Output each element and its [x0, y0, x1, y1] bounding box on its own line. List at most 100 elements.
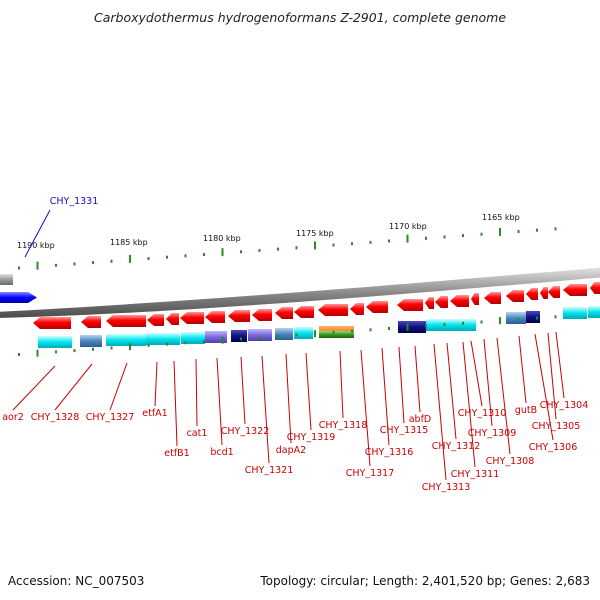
- gene-arrow-minus[interactable]: [366, 301, 388, 313]
- scale-tick: [166, 342, 168, 346]
- gene-label-chy-1328[interactable]: CHY_1328: [31, 412, 80, 423]
- scale-tick: [240, 250, 242, 254]
- gene-arrow-minus[interactable]: [397, 299, 423, 311]
- gene-label-chy-1305[interactable]: CHY_1305: [532, 421, 581, 432]
- gene-arrow-minus[interactable]: [33, 317, 71, 329]
- cog-box: [275, 328, 293, 340]
- scale-ticks-top: [18, 227, 557, 270]
- gene-label-chy-1309[interactable]: CHY_1309: [468, 428, 517, 439]
- gene-arrow-minus[interactable]: [275, 307, 293, 319]
- gene-label-chy-1327[interactable]: CHY_1327: [86, 412, 135, 423]
- leader-line-chy-1313: [433, 343, 447, 481]
- scale-tick: [110, 346, 113, 350]
- gene-arrow-minus[interactable]: [318, 304, 348, 316]
- kbp-label: 1165 kbp: [482, 213, 520, 222]
- scale-labels: 1190 kbp 1185 kbp 1180 kbp 1175 kbp 1170 kbp…: [17, 213, 520, 250]
- gene-label-chy-1318[interactable]: CHY_1318: [319, 420, 368, 431]
- gene-arrow-minus[interactable]: [106, 315, 146, 327]
- scale-tick: [388, 239, 390, 243]
- gene-label-chy-1312[interactable]: CHY_1312: [432, 441, 481, 452]
- gene-label-chy-1304[interactable]: CHY_1304: [540, 400, 589, 411]
- scale-tick: [388, 327, 390, 330]
- scale-tick: [129, 254, 131, 263]
- scale-tick: [351, 242, 353, 246]
- gene-label-etfa1[interactable]: etfA1: [142, 408, 167, 419]
- scale-tick: [221, 336, 224, 344]
- gene-arrow-minus[interactable]: [180, 312, 204, 324]
- gene-arrow-minus[interactable]: [252, 309, 272, 321]
- scale-tick: [55, 350, 57, 354]
- scale-tick: [203, 340, 205, 343]
- gene-arrow-minus[interactable]: [205, 311, 225, 323]
- gene-label-chy-1316[interactable]: CHY_1316: [365, 447, 414, 458]
- gene-label-abfd[interactable]: abfD: [409, 414, 432, 425]
- scale-tick: [55, 263, 57, 267]
- leader-line-cat1: [195, 358, 198, 427]
- map-title: Carboxydothermus hydrogenoformans Z-2901…: [93, 10, 507, 25]
- gene-arrow-minus[interactable]: [166, 313, 179, 325]
- scale-tick: [480, 232, 483, 236]
- scale-tick: [203, 253, 205, 256]
- scale-tick: [166, 255, 168, 259]
- leader-line-chy-1328: [54, 363, 93, 411]
- gene-gray-block: [0, 274, 13, 285]
- scale-tick: [369, 328, 372, 332]
- scale-tick: [36, 349, 39, 357]
- gene-label-chy-1311[interactable]: CHY_1311: [451, 469, 500, 480]
- leader-line-chy-1308: [496, 337, 511, 455]
- scale-tick: [110, 259, 113, 263]
- scale-tick: [314, 241, 316, 250]
- gene-arrow-minus[interactable]: [81, 316, 101, 328]
- gene-arrow-minus[interactable]: [540, 287, 548, 299]
- gene-chy-1331-arrow[interactable]: [0, 292, 37, 303]
- scale-tick: [147, 257, 150, 261]
- gene-label-bcd1[interactable]: bcd1: [210, 447, 233, 458]
- gene-arrow-minus[interactable]: [147, 314, 164, 326]
- cog-box: [563, 307, 587, 319]
- genome-backbone: [0, 267, 600, 318]
- label-chy-1331[interactable]: CHY_1331: [50, 196, 99, 207]
- gene-arrow-minus[interactable]: [471, 293, 479, 305]
- gene-arrow-minus[interactable]: [425, 297, 434, 309]
- scale-tick: [92, 261, 94, 265]
- gene-label-aor2[interactable]: aor2: [2, 412, 24, 423]
- gene-label-cat1[interactable]: cat1: [187, 428, 208, 439]
- topology-text: Topology: circular; Length: 2,401,520 bp…: [260, 574, 590, 588]
- cog-box: [319, 331, 354, 338]
- gene-arrow-minus[interactable]: [506, 290, 524, 302]
- gene-label-chy-1313[interactable]: CHY_1313: [422, 482, 471, 493]
- gene-arrow-minus[interactable]: [228, 310, 250, 322]
- gene-label-chy-1319[interactable]: CHY_1319: [287, 432, 336, 443]
- scale-tick: [517, 317, 520, 321]
- gene-label-chy-1315[interactable]: CHY_1315: [380, 425, 429, 436]
- gene-arrow-minus[interactable]: [350, 303, 364, 315]
- gene-arrow-minus[interactable]: [590, 282, 600, 294]
- gene-arrow-minus[interactable]: [563, 284, 587, 296]
- leader-line-chy-1315: [398, 346, 405, 424]
- gene-label-chy-1321[interactable]: CHY_1321: [245, 465, 294, 476]
- gene-label-chy-1306[interactable]: CHY_1306: [529, 442, 578, 453]
- scale-tick: [536, 228, 538, 232]
- gene-arrow-minus[interactable]: [450, 295, 469, 307]
- gene-label-gutb[interactable]: gutB: [515, 405, 537, 416]
- scale-tick: [554, 227, 557, 231]
- scale-tick: [406, 234, 409, 243]
- gene-label-chy-1317[interactable]: CHY_1317: [346, 468, 395, 479]
- cog-box: [181, 332, 205, 344]
- gene-arrow-minus[interactable]: [435, 296, 448, 308]
- gene-label-etfb1[interactable]: etfB1: [164, 448, 189, 459]
- gene-label-chy-1322[interactable]: CHY_1322: [221, 426, 270, 437]
- gene-arrow-minus[interactable]: [294, 306, 314, 318]
- gene-label-chy-1308[interactable]: CHY_1308: [486, 456, 535, 467]
- gene-arrow-minus[interactable]: [548, 286, 560, 298]
- scale-tick: [499, 227, 501, 236]
- cog-box: [231, 330, 247, 342]
- gene-label-dapa2[interactable]: dapA2: [276, 445, 306, 456]
- gene-label-chy-1310[interactable]: CHY_1310: [458, 408, 507, 419]
- leader-line-aor2: [12, 365, 56, 411]
- gene-arrow-minus[interactable]: [526, 288, 538, 300]
- leader-line-etfa1: [154, 361, 158, 407]
- scale-tick: [277, 334, 279, 338]
- gene-arrow-minus[interactable]: [484, 292, 501, 304]
